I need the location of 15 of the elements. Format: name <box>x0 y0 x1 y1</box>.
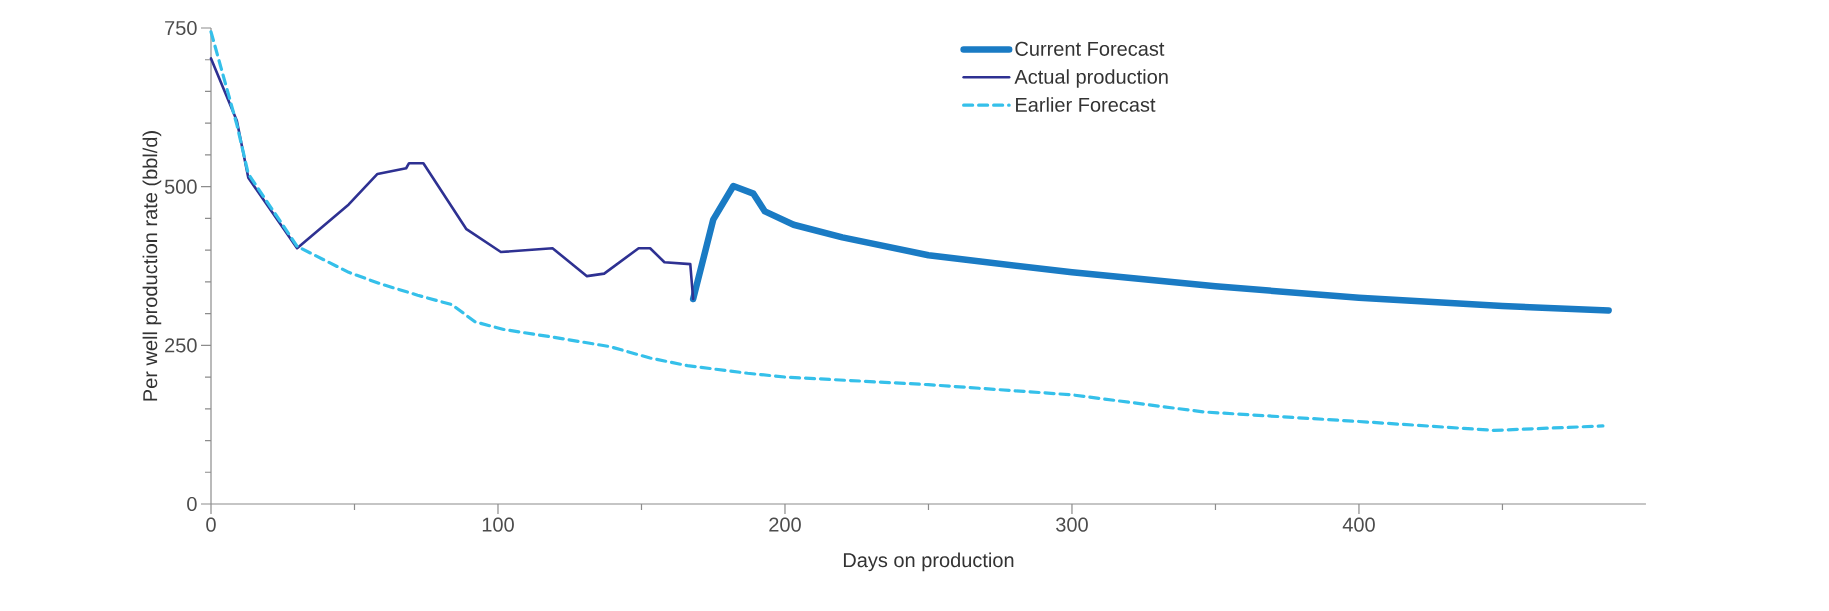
legend-label: Earlier Forecast <box>1016 97 1156 112</box>
x-tick-label: 0 <box>206 517 216 532</box>
legend-label: Current Forecast <box>1015 41 1165 56</box>
x-axis-title: Days on production <box>843 552 1014 572</box>
y-tick-label: 500 <box>164 179 197 194</box>
x-tick-label: 400 <box>1342 517 1375 532</box>
y-tick-label: 750 <box>165 20 197 36</box>
y-tick-label: 250 <box>165 338 197 353</box>
y-axis-title: Per well production rate (bbl/d) <box>142 131 162 401</box>
line-series <box>209 30 1605 432</box>
y-tick-label: 0 <box>187 496 197 512</box>
x-tick-label: 100 <box>482 517 514 532</box>
x-tick-label: 300 <box>1056 517 1088 532</box>
x-tick-label: 200 <box>769 517 801 532</box>
legend-label: Actual production <box>1014 69 1168 88</box>
